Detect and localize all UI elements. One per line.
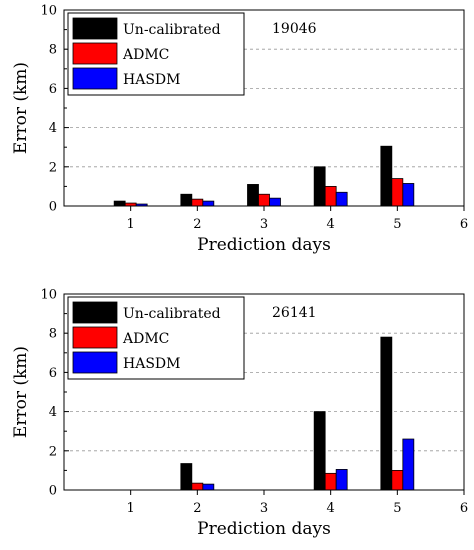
legend-label: Un-calibrated [123, 22, 221, 38]
panel-annotation: 19046 [272, 21, 317, 37]
y-tick-label: 0 [49, 200, 57, 215]
legend-label: HASDM [123, 72, 180, 88]
legend-swatch-0 [72, 301, 118, 324]
legend-swatch-1 [72, 326, 118, 349]
legend-label: ADMC [122, 331, 169, 347]
bar-un-calibrated-day-4 [313, 166, 326, 207]
y-tick-label: 2 [49, 160, 57, 175]
bar-admc-day-5 [391, 178, 404, 207]
y-tick-label: 6 [49, 366, 57, 381]
bar-hasdm-day-2 [202, 483, 215, 491]
bar-hasdm-day-5 [402, 438, 415, 491]
x-tick-label: 6 [460, 501, 468, 516]
bar-admc-day-5 [391, 469, 404, 491]
bar-un-calibrated-day-1 [113, 200, 126, 207]
y-tick-label: 2 [49, 444, 57, 459]
bar-admc-day-4 [324, 185, 337, 207]
bar-admc-day-2 [191, 198, 204, 207]
bar-hasdm-day-5 [402, 183, 415, 207]
legend-label: HASDM [123, 356, 180, 372]
y-axis-label: Error (km) [11, 346, 31, 438]
x-tick-label: 5 [393, 217, 401, 232]
bar-hasdm-day-4 [335, 191, 348, 207]
legend-label: ADMC [122, 47, 169, 63]
legend-swatch-2 [72, 67, 118, 90]
legend-label: Un-calibrated [123, 306, 221, 322]
bar-un-calibrated-day-4 [313, 411, 326, 491]
y-tick-label: 4 [49, 405, 57, 420]
legend: Un-calibrated ADMC HASDM [67, 12, 245, 96]
bar-un-calibrated-day-3 [247, 184, 259, 207]
bar-un-calibrated-day-2 [180, 193, 193, 207]
bar-admc-day-3 [258, 193, 270, 207]
bar-un-calibrated-day-2 [180, 463, 193, 491]
x-tick-label: 5 [393, 501, 401, 516]
x-tick-label: 4 [327, 501, 335, 516]
x-tick-label: 4 [327, 217, 335, 232]
y-axis-label: Error (km) [11, 62, 31, 154]
y-tick-label: 0 [49, 484, 57, 499]
bar-un-calibrated-day-5 [380, 145, 393, 207]
legend: Un-calibrated ADMC HASDM [67, 296, 245, 380]
bar-un-calibrated-day-5 [380, 336, 393, 491]
x-axis-label: Prediction days [197, 519, 331, 539]
bar-hasdm-day-3 [269, 197, 281, 207]
bar-admc-day-4 [324, 472, 337, 491]
y-tick-label: 4 [49, 121, 57, 136]
x-tick-label: 3 [260, 501, 268, 516]
legend-swatch-0 [72, 17, 118, 40]
panel-annotation: 26141 [272, 305, 317, 321]
x-tick-label: 6 [460, 217, 468, 232]
bar-hasdm-day-4 [335, 469, 348, 491]
y-tick-label: 10 [40, 4, 57, 19]
bar-admc-day-2 [191, 482, 204, 491]
x-tick-label: 1 [127, 217, 135, 232]
x-tick-label: 2 [193, 217, 201, 232]
y-tick-label: 8 [49, 43, 57, 58]
y-tick-label: 8 [49, 327, 57, 342]
x-tick-label: 1 [127, 501, 135, 516]
x-tick-label: 3 [260, 217, 268, 232]
bar-hasdm-day-2 [202, 200, 215, 207]
legend-swatch-2 [72, 351, 118, 374]
y-tick-label: 6 [49, 82, 57, 97]
legend-swatch-1 [72, 42, 118, 65]
y-tick-label: 10 [40, 288, 57, 303]
x-axis-label: Prediction days [197, 235, 331, 255]
x-tick-label: 2 [193, 501, 201, 516]
